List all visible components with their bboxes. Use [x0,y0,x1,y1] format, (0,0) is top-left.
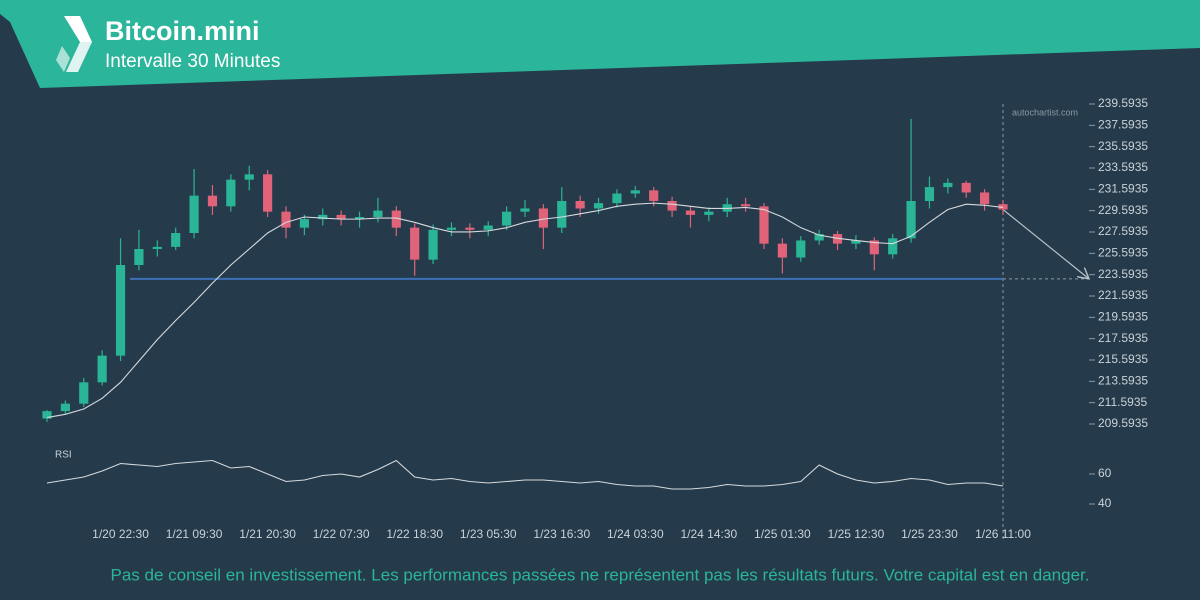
candle-body [391,210,401,228]
subtitle: Intervalle 30 Minutes [105,51,280,72]
candle-body [612,193,622,204]
y-tick-label: 213.5935 [1098,374,1148,388]
x-tick-label: 1/25 12:30 [828,527,885,541]
candle-body [244,174,254,180]
y-tick-label: 209.5935 [1098,416,1148,430]
candle-body [60,403,70,412]
disclaimer: Pas de conseil en investissement. Les pe… [111,565,1090,584]
candle-body [446,227,457,230]
candle-body [796,240,806,258]
candle-body [943,182,953,188]
y-tick-label: 235.5935 [1098,139,1148,153]
candle-body [263,174,273,212]
rsi-line [46,459,1004,490]
x-tick-label: 1/22 18:30 [386,527,443,541]
candle-body [171,232,181,247]
y-tick-label: 237.5935 [1098,118,1148,132]
y-tick-label: 221.5935 [1098,288,1148,302]
watermark: autochartist.com [1012,107,1078,117]
y-tick-label: 233.5935 [1098,160,1148,174]
y-tick-label: 239.5935 [1098,96,1148,110]
y-tick-label: 219.5935 [1098,310,1148,324]
x-tick-label: 1/25 01:30 [754,527,811,541]
x-tick-label: 1/21 20:30 [239,527,296,541]
candle-body [759,206,769,244]
candle-body [924,187,935,201]
x-tick-label: 1/23 05:30 [460,527,517,541]
y-tick-label: 225.5935 [1098,246,1148,260]
candle-body [281,211,291,228]
x-tick-label: 1/21 09:30 [166,527,223,541]
candle-body [538,208,548,228]
candle-body [685,210,696,215]
x-tick-label: 1/24 14:30 [680,527,737,541]
candle-body [410,227,420,260]
candle-body [980,192,990,205]
candle-body [520,208,530,212]
rsi-label: RSI [55,450,72,461]
x-tick-label: 1/20 22:30 [92,527,149,541]
candle-body [79,382,89,404]
candle-body [814,234,824,241]
candle-body [906,200,916,239]
candle-body [704,211,714,215]
candle-body [777,243,787,258]
candle-body [483,225,493,230]
candle-body [428,229,438,260]
y-tick-label: 229.5935 [1098,203,1148,217]
candle-body [318,214,328,220]
candle-body [630,190,640,194]
candle-body [189,195,199,233]
header-banner [0,0,1200,88]
x-tick-label: 1/24 03:30 [607,527,664,541]
title: Bitcoin.mini [105,16,260,46]
candle-body [575,200,585,209]
candle-body [557,200,567,228]
x-tick-label: 1/25 23:30 [901,527,958,541]
moving-average [46,202,1004,419]
candle-body [336,214,346,220]
y-tick-label: 217.5935 [1098,331,1148,345]
x-tick-label: 1/26 11:00 [975,527,1031,541]
y-tick-label: 231.5935 [1098,182,1148,196]
candle-body [888,238,898,255]
candle-body [593,203,604,209]
candle-body [207,195,218,207]
forecast-arrow [1002,209,1089,279]
candle-body [502,211,512,226]
candle-body [134,248,144,265]
y-tick-label: 227.5935 [1098,224,1148,238]
candle-body [115,264,126,356]
candle-body [97,355,107,383]
y-tick-label: 223.5935 [1098,267,1148,281]
y-tick-label: 215.5935 [1098,352,1148,366]
candle-body [42,411,52,419]
candle-body [373,210,383,217]
candle-body [649,190,659,201]
candle-body [869,240,879,255]
rsi-tick-label: 40 [1098,496,1112,510]
candle-body [851,240,861,244]
candle-body [354,216,365,220]
y-tick-label: 211.5935 [1098,395,1147,409]
logo [56,16,92,72]
candle-body [152,246,162,249]
candle-body [961,182,971,193]
x-tick-label: 1/22 07:30 [313,527,370,541]
candle-body [299,219,309,228]
x-tick-label: 1/23 16:30 [533,527,590,541]
candle-body [741,204,751,207]
rsi-tick-label: 60 [1098,466,1112,480]
candle-body [226,179,236,207]
candle-body [667,200,677,211]
candle-body [465,227,475,230]
